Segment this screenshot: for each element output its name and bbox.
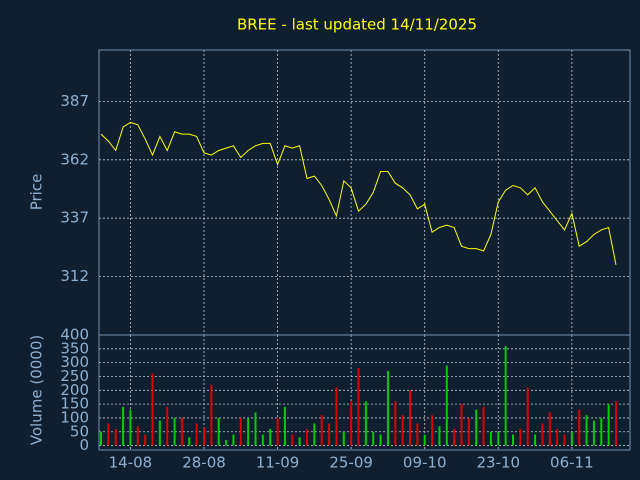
volume-bar [188,437,191,446]
y-tick-label: 387 [60,92,89,110]
volume-bar [534,434,537,446]
volume-bar [195,423,198,446]
volume-bar [386,370,389,446]
volume-bar [578,409,581,446]
y-tick-label: 100 [60,408,89,426]
volume-bar [548,412,551,446]
volume-bar [291,434,294,446]
volume-bar [232,434,235,446]
y-tick-label: 300 [60,353,89,371]
volume-bar [372,431,375,446]
y-tick-label: 350 [60,339,89,357]
volume-bar [114,428,117,446]
y-tick-label: 312 [60,267,89,285]
volume-bar [254,412,257,446]
volume-bar [151,373,154,446]
x-tick-label: 11-09 [256,454,300,472]
volume-bar [100,431,102,446]
volume-bar [453,428,456,446]
y-tick-label: 150 [60,395,89,413]
volume-bar [144,434,147,446]
volume-bar [489,431,492,446]
volume-bar [350,401,353,446]
volume-bar [570,431,573,446]
x-tick-label: 06-11 [550,454,594,472]
volume-bar [217,417,220,446]
x-tick-label: 25-09 [329,454,373,472]
volume-bar [122,406,125,446]
volume-bar [107,423,110,446]
volume-bar [261,434,264,446]
volume-bar [475,409,478,446]
volume-bar [342,431,345,446]
y-tick-label: 0 [79,436,89,454]
chart-title: BREE - last updated 14/11/2025 [237,16,477,34]
volume-bar [328,423,331,446]
x-tick-label: 23-10 [476,454,520,472]
volume-bar [409,390,411,446]
y-tick-label: 200 [60,381,89,399]
volume-bar [394,401,397,446]
volume-bar [166,406,169,446]
volume-bar [225,440,228,446]
volume-bar [607,404,610,446]
volume-bar [335,387,338,446]
volume-bar [276,417,279,446]
volume-bar [504,346,507,446]
volume-bar [416,423,419,446]
volume-bar [445,365,448,446]
x-tick-label: 14-08 [109,454,153,472]
volume-bar [541,423,544,446]
volume-bar [482,406,485,446]
y-axis-label: Volume (0000) [28,335,46,445]
volume-bar [320,415,323,446]
volume-bar [357,368,360,446]
volume-bar [497,431,500,446]
y-tick-label: 50 [70,422,89,440]
plot-frame [98,334,631,451]
volume-bar [173,417,176,446]
volume-bar [460,404,463,446]
y-tick-label: 337 [60,209,89,227]
volume-bar [401,415,404,446]
volume-bar [239,417,242,446]
volume-bar [298,437,301,446]
volume-bar [526,387,529,446]
volume-bar [585,415,588,446]
volume-bar [600,417,603,446]
volume-bar [158,420,161,446]
volume-bar [563,434,566,446]
volume-bar [269,428,272,446]
volume-bar [306,428,308,446]
y-axis-label: Price [28,174,46,211]
volume-bar [283,406,286,446]
y-tick-label: 362 [60,150,89,168]
volume-bar [180,417,183,446]
y-tick-label: 400 [60,326,89,344]
volume-bar [136,426,139,446]
volume-bar [129,409,132,446]
volume-bar [467,417,470,446]
volume-bar [438,426,441,446]
x-tick-label: 09-10 [403,454,447,472]
volume-bar [203,427,205,446]
volume-bar [379,434,382,446]
volume-bar [592,420,595,446]
volume-bar [364,401,367,446]
volume-bar [519,428,522,446]
volume-bar [431,415,434,446]
price-line [100,121,617,265]
y-tick-label: 250 [60,367,89,385]
volume-bar [512,434,514,446]
volume-bar [423,434,426,446]
volume-bar [247,417,250,446]
volume-bar [210,384,213,446]
x-tick-label: 28-08 [182,454,226,472]
volume-bar [313,423,316,446]
volume-bar [615,401,617,446]
volume-bar [556,428,559,446]
